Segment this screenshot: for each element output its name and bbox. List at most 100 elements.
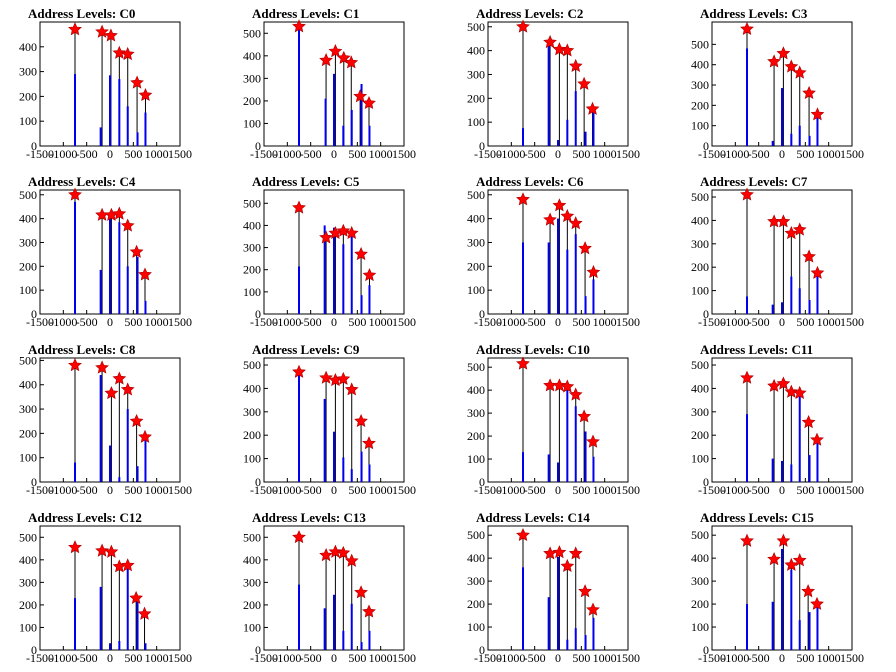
x-tick-label: 500: [124, 483, 142, 497]
x-tick-label: -1000: [49, 651, 77, 665]
y-tick-label: 300: [467, 574, 485, 588]
y-tick-label: 0: [255, 139, 261, 153]
peak-marker: [560, 379, 575, 393]
x-tick-label: -1500: [26, 483, 54, 497]
y-tick-label: 400: [691, 58, 709, 72]
histogram-bar: [342, 244, 345, 314]
peak-marker: [68, 187, 82, 201]
histogram-bar: [109, 218, 111, 314]
x-tick-label: -1500: [250, 483, 278, 497]
x-tick-label: 1000: [817, 483, 841, 497]
x-tick-label: 1500: [168, 315, 192, 329]
peak-marker: [802, 85, 816, 100]
chart-title: Address Levels: C8: [28, 342, 136, 357]
x-tick-label: -1500: [26, 651, 54, 665]
peak-marker: [120, 218, 135, 232]
peak-marker: [792, 553, 807, 567]
x-tick-label: 1500: [168, 147, 192, 161]
histogram-bar: [584, 131, 587, 146]
x-tick-label: -500: [524, 315, 546, 329]
histogram-bar: [566, 249, 569, 314]
peak-marker: [120, 382, 135, 396]
peak-marker: [784, 557, 799, 571]
peak-marker: [560, 43, 575, 57]
peak-marker: [516, 356, 530, 370]
y-tick-label: 0: [479, 139, 485, 153]
x-tick-label: 500: [348, 651, 366, 665]
histogram-bar: [136, 466, 139, 482]
y-tick-label: 0: [31, 475, 37, 489]
peak-marker: [776, 46, 791, 60]
histogram-bar: [323, 225, 326, 314]
histogram-bar: [360, 295, 363, 314]
x-tick-label: 1000: [593, 651, 617, 665]
histogram-bar: [350, 109, 353, 146]
histogram-bar: [522, 128, 524, 146]
x-tick-label: 1000: [369, 147, 393, 161]
peak-marker: [129, 244, 144, 258]
y-tick-label: 500: [691, 190, 709, 204]
histogram-bar: [323, 608, 326, 650]
histogram-bar: [368, 464, 371, 482]
histogram-bar: [333, 227, 335, 314]
x-tick-label: 0: [555, 483, 561, 497]
peak-marker: [328, 44, 343, 58]
x-tick-label: 500: [572, 315, 590, 329]
x-tick-label: 1500: [168, 651, 192, 665]
x-tick-label: -1500: [250, 315, 278, 329]
x-tick-label: -1500: [698, 651, 726, 665]
peak-marker: [568, 216, 583, 230]
plot-frame: [487, 21, 629, 147]
histogram-bar: [350, 229, 353, 314]
chart-title: Address Levels: C1: [252, 6, 359, 21]
x-tick-label: 1000: [369, 483, 393, 497]
chart-title: Address Levels: C5: [252, 174, 360, 189]
y-tick-label: 200: [243, 263, 261, 277]
histogram-bar: [790, 133, 793, 146]
peak-marker: [543, 35, 557, 49]
peak-marker: [354, 246, 368, 261]
y-tick-label: 200: [19, 259, 37, 273]
peak-marker: [336, 371, 351, 385]
x-tick-label: -500: [524, 651, 546, 665]
peak-marker: [578, 241, 592, 255]
peak-marker: [112, 371, 127, 385]
histogram-bar: [808, 612, 811, 650]
peak-marker: [319, 230, 333, 244]
chart-panel-11: Address Levels: C11 0 100 200 300 400 500 -1500…: [691, 342, 864, 497]
histogram-bar: [136, 256, 139, 314]
histogram-bar: [99, 269, 102, 314]
peak-marker: [740, 533, 754, 547]
chart-panel-7: Address Levels: C70100200300400500-1500-…: [691, 174, 864, 329]
peak-marker: [354, 413, 368, 428]
x-tick-label: 0: [555, 147, 561, 161]
x-tick-label: 1500: [168, 483, 192, 497]
peak-marker: [319, 53, 333, 67]
peak-marker: [68, 358, 82, 372]
peak-marker: [784, 226, 799, 240]
y-tick-label: 200: [691, 98, 709, 112]
y-tick-label: 200: [19, 89, 37, 103]
y-tick-label: 100: [467, 620, 485, 634]
x-tick-label: -500: [300, 147, 322, 161]
x-tick-label: -1000: [497, 315, 525, 329]
histogram-bar: [126, 266, 129, 314]
x-tick-label: 500: [124, 651, 142, 665]
histogram-bar: [781, 302, 783, 314]
chart-panel-0: Address Levels: C0 0 100 200 300 400 -1500-100…: [19, 6, 192, 161]
histogram-bar: [808, 299, 811, 314]
x-tick-label: -1000: [273, 651, 301, 665]
histogram-bar: [144, 439, 147, 482]
x-tick-label: 500: [796, 315, 814, 329]
peak-marker: [767, 552, 781, 566]
peak-marker: [319, 370, 333, 384]
peak-marker: [120, 46, 135, 61]
histogram-bar: [816, 602, 819, 650]
histogram-bar: [298, 375, 300, 482]
histogram-bar: [126, 106, 129, 146]
histogram-bar: [368, 125, 371, 146]
chart-title: Address Levels: C4: [28, 174, 136, 189]
chart-title: Address Levels: C6: [476, 174, 584, 189]
peak-marker: [292, 200, 306, 214]
x-tick-label: 1500: [392, 315, 416, 329]
